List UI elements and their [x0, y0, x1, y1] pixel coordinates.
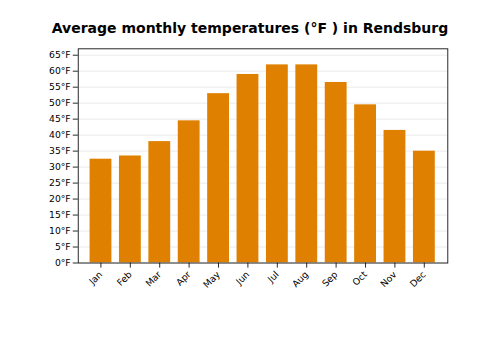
svg-text:May: May — [201, 268, 223, 290]
svg-text:Aug: Aug — [290, 269, 311, 290]
svg-text:Apr: Apr — [174, 269, 193, 288]
svg-text:60°F: 60°F — [49, 65, 71, 76]
svg-text:55°F: 55°F — [49, 81, 71, 92]
svg-text:Jul: Jul — [264, 269, 280, 285]
svg-text:30°F: 30°F — [49, 161, 71, 172]
svg-text:10°F: 10°F — [49, 225, 71, 236]
svg-text:25°F: 25°F — [49, 177, 71, 188]
svg-text:Jan: Jan — [86, 269, 105, 288]
svg-text:Sep: Sep — [320, 269, 340, 289]
svg-text:45°F: 45°F — [49, 113, 71, 124]
svg-text:20°F: 20°F — [49, 193, 71, 204]
svg-text:35°F: 35°F — [49, 145, 71, 156]
svg-text:Mar: Mar — [143, 269, 163, 289]
svg-text:Jun: Jun — [233, 269, 252, 288]
svg-text:Oct: Oct — [350, 268, 369, 287]
svg-text:Dec: Dec — [407, 269, 427, 289]
html-text:Average monthly temperatures (: Average monthly temperatures (°F ) in Re… — [51, 20, 449, 36]
svg-text:65°F: 65°F — [49, 49, 71, 60]
svg-text:15°F: 15°F — [49, 209, 71, 220]
svg-text:50°F: 50°F — [49, 97, 71, 108]
svg-text:Feb: Feb — [114, 269, 133, 288]
svg-text:5°F: 5°F — [55, 241, 71, 252]
svg-text:40°F: 40°F — [49, 129, 71, 140]
svg-text:Nov: Nov — [378, 268, 399, 289]
svg-text:0°F: 0°F — [55, 257, 71, 268]
